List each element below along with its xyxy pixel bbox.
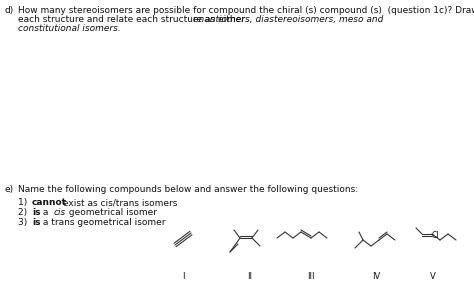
Text: each structure and relate each structure as either: each structure and relate each structure… xyxy=(18,15,248,24)
Text: 3): 3) xyxy=(18,218,33,227)
Text: cis: cis xyxy=(54,208,66,217)
Text: enantiomers, diastereoisomers, meso and: enantiomers, diastereoisomers, meso and xyxy=(193,15,383,24)
Text: V: V xyxy=(430,272,436,281)
Text: IV: IV xyxy=(372,272,380,281)
Text: constitutional isomers.: constitutional isomers. xyxy=(18,24,121,33)
Text: 1): 1) xyxy=(18,198,33,207)
Text: d): d) xyxy=(5,6,14,15)
Text: e): e) xyxy=(5,185,14,194)
Text: II: II xyxy=(247,272,253,281)
Text: Cl: Cl xyxy=(432,231,439,240)
Text: is: is xyxy=(32,208,40,217)
Text: III: III xyxy=(307,272,315,281)
Text: I: I xyxy=(182,272,184,281)
Text: a trans geometrical isomer: a trans geometrical isomer xyxy=(40,218,165,227)
Text: How many stereoisomers are possible for compound the chiral (s) compound (s)  (q: How many stereoisomers are possible for … xyxy=(18,6,474,15)
Text: Name the following compounds below and answer the following questions:: Name the following compounds below and a… xyxy=(18,185,358,194)
Text: a: a xyxy=(40,208,51,217)
Text: exist as cis/trans isomers: exist as cis/trans isomers xyxy=(60,198,177,207)
Text: is: is xyxy=(32,218,40,227)
Text: geometrical isomer: geometrical isomer xyxy=(66,208,157,217)
Text: cannot: cannot xyxy=(32,198,67,207)
Text: 2): 2) xyxy=(18,208,33,217)
